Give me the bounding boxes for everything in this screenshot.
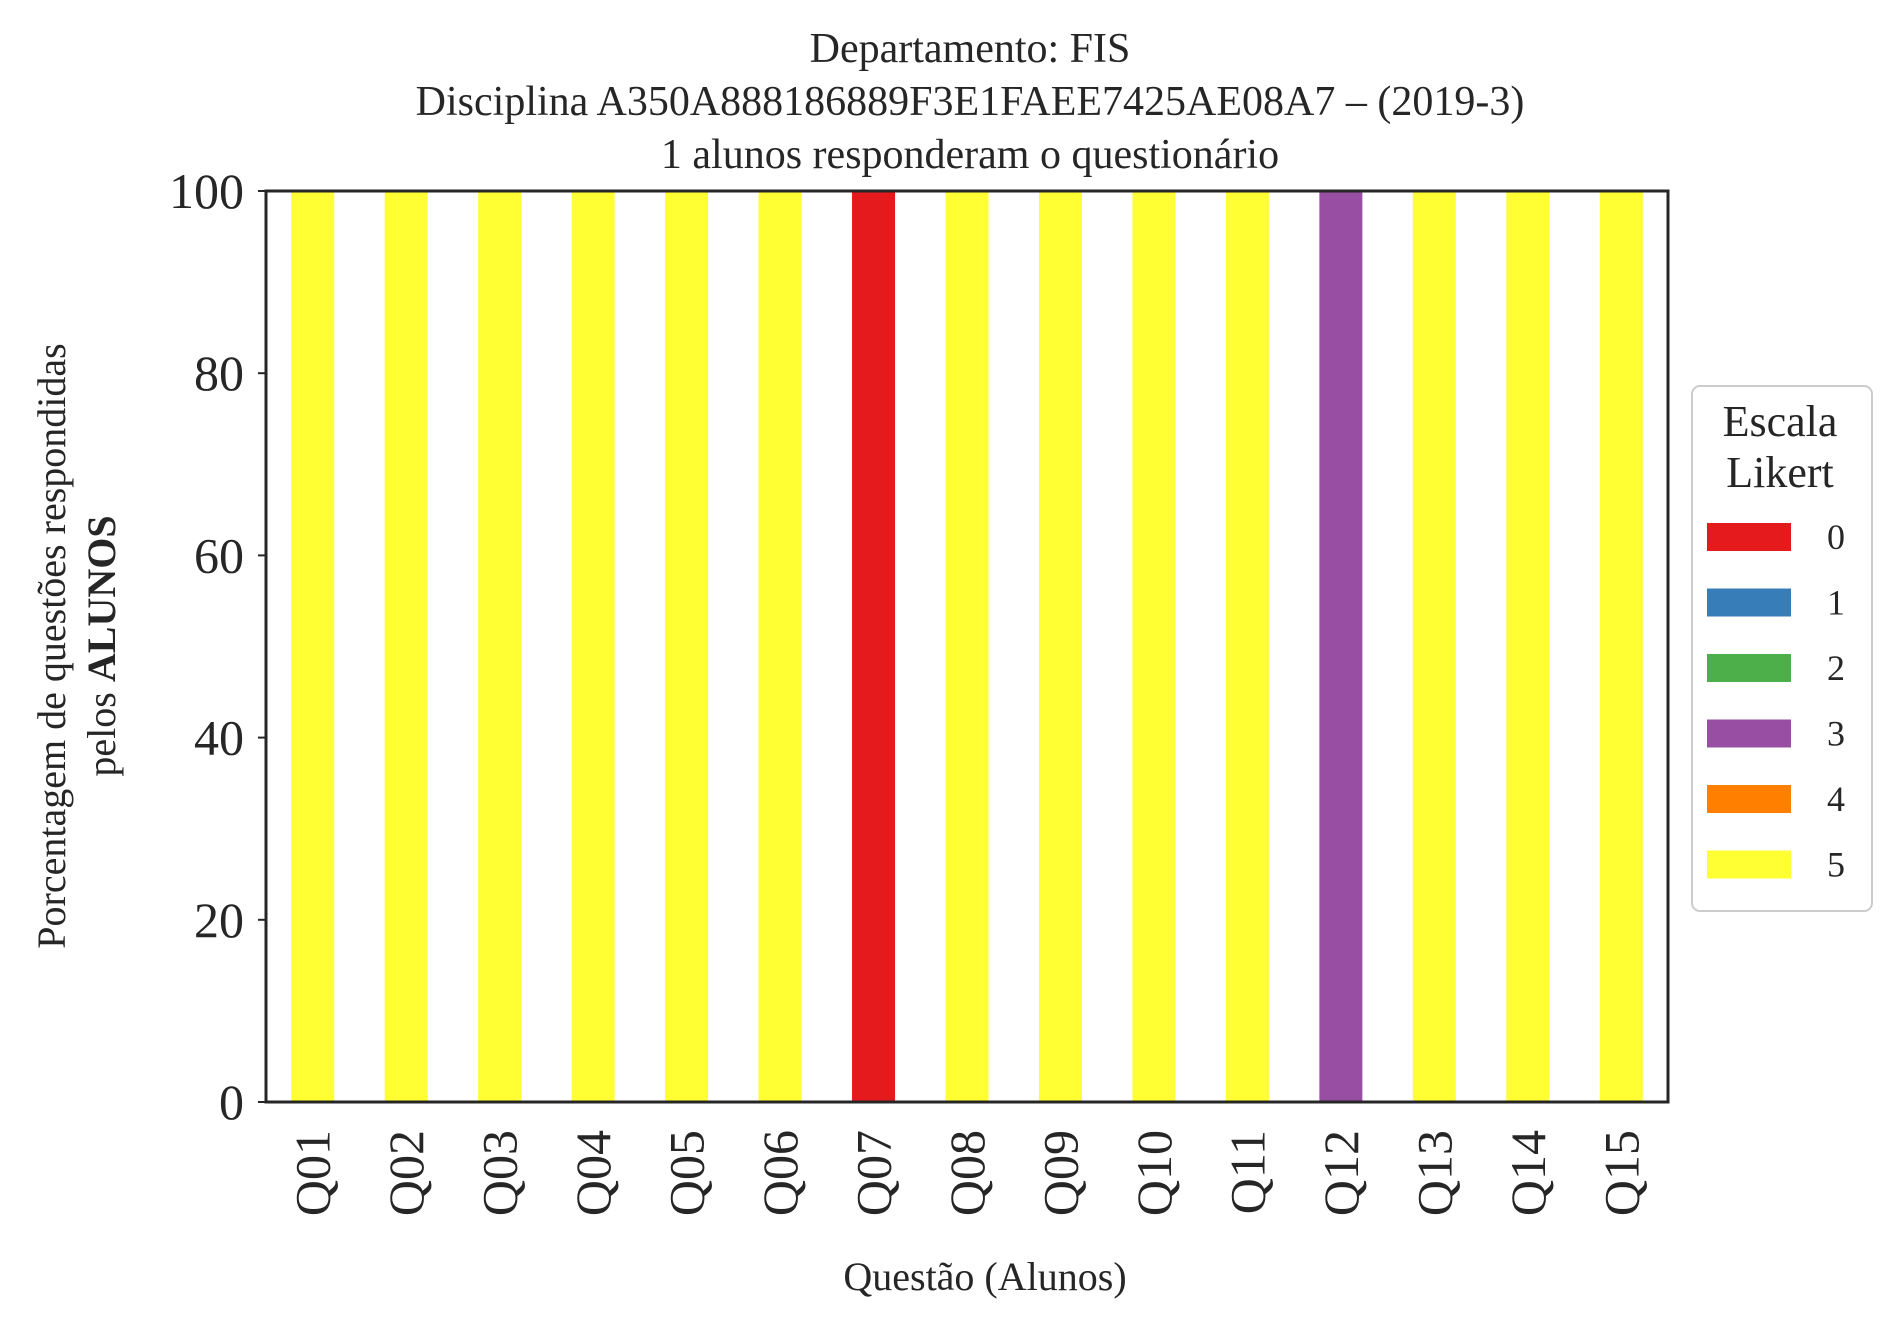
bar-q14-likert-5 [1506, 191, 1550, 1102]
x-tick-label: Q05 [659, 1130, 715, 1216]
bar-q02-likert-5 [384, 191, 428, 1102]
legend: Escala Likert 0 1 2 3 4 5 [1691, 385, 1873, 912]
x-tick-label: Q11 [1219, 1130, 1275, 1214]
plot-frame [264, 189, 1670, 1104]
bar-q06-likert-5 [758, 191, 802, 1102]
bar-q05-likert-5 [665, 191, 709, 1102]
legend-label-3: 3 [1827, 714, 1845, 754]
x-tick-label: Q06 [752, 1130, 808, 1216]
y-tick-label: 40 [194, 710, 244, 766]
x-tick-labels: Q01 Q02 Q03 Q04 Q05 Q06 Q07 Q08 Q09 Q10 Q11 Q12 Q13 Q… [285, 1130, 1650, 1216]
x-tick-label: Q12 [1313, 1130, 1369, 1216]
legend-title-line-2: Likert [1726, 448, 1834, 497]
bars-group [291, 191, 1643, 1102]
bar-q01-likert-5 [291, 191, 335, 1102]
x-tick-label: Q09 [1032, 1130, 1088, 1216]
y-axis-label: Porcentagem de questões respondidas pelo… [29, 343, 124, 948]
x-tick-label: Q13 [1406, 1130, 1462, 1216]
legend-swatch-1 [1707, 588, 1791, 617]
y-tick-label: 80 [194, 345, 244, 401]
legend-swatch-4 [1707, 785, 1791, 813]
bar-q07-likert-0 [852, 191, 896, 1102]
title-line-3: 1 alunos responderam o questionário [661, 132, 1279, 178]
y-axis-label-line-2: pelos ALUNOS [79, 515, 124, 776]
legend-label-4: 4 [1827, 779, 1845, 819]
y-axis-label-prefix: pelos [79, 682, 124, 776]
legend-swatch-3 [1707, 719, 1791, 748]
bar-q15-likert-5 [1599, 191, 1643, 1102]
legend-label-0: 0 [1827, 517, 1845, 557]
x-tick-label: Q02 [378, 1130, 434, 1216]
y-tick-label: 0 [219, 1074, 244, 1130]
legend-label-2: 2 [1827, 648, 1845, 688]
legend-label-1: 1 [1827, 583, 1845, 623]
legend-label-5: 5 [1827, 845, 1845, 885]
y-axis-label-line-1: Porcentagem de questões respondidas [29, 343, 74, 948]
y-tick-label: 60 [194, 527, 244, 583]
x-tick-label: Q03 [472, 1130, 528, 1216]
x-tick-label: Q07 [846, 1130, 902, 1216]
x-tick-label: Q01 [285, 1130, 341, 1216]
x-tick-label: Q14 [1500, 1130, 1556, 1216]
bar-q08-likert-5 [945, 191, 989, 1102]
x-axis-label: Questão (Alunos) [843, 1254, 1126, 1299]
y-tick-label: 100 [169, 163, 244, 219]
bar-q13-likert-5 [1412, 191, 1456, 1102]
title-line-2: Disciplina A350A888186889F3E1FAEE7425AE0… [416, 79, 1525, 125]
legend-swatch-0 [1707, 523, 1791, 551]
y-axis-label-bold: ALUNOS [79, 515, 124, 682]
x-tick-label: Q08 [939, 1130, 995, 1216]
bar-q09-likert-5 [1038, 191, 1082, 1102]
legend-frame [1691, 385, 1873, 912]
legend-title-line-1: Escala [1723, 397, 1838, 446]
legend-swatch-5 [1707, 850, 1791, 879]
legend-items: 0 1 2 3 4 5 [1707, 517, 1845, 885]
title-line-1: Departamento: FIS [810, 26, 1131, 72]
bar-q11-likert-5 [1225, 191, 1269, 1102]
chart-title: Departamento: FIS Disciplina A350A888186… [416, 26, 1525, 178]
bar-q10-likert-5 [1132, 191, 1176, 1102]
x-tick-label: Q10 [1126, 1130, 1182, 1216]
y-tick-labels: 0 20 40 60 80 100 [169, 163, 266, 1130]
y-tick-label: 20 [194, 892, 244, 948]
bar-q03-likert-5 [478, 191, 522, 1102]
x-tick-label: Q15 [1593, 1130, 1649, 1216]
bar-q12-likert-3 [1319, 191, 1363, 1102]
x-tick-label: Q04 [565, 1130, 621, 1216]
bar-q04-likert-5 [571, 191, 615, 1102]
legend-swatch-2 [1707, 654, 1791, 682]
